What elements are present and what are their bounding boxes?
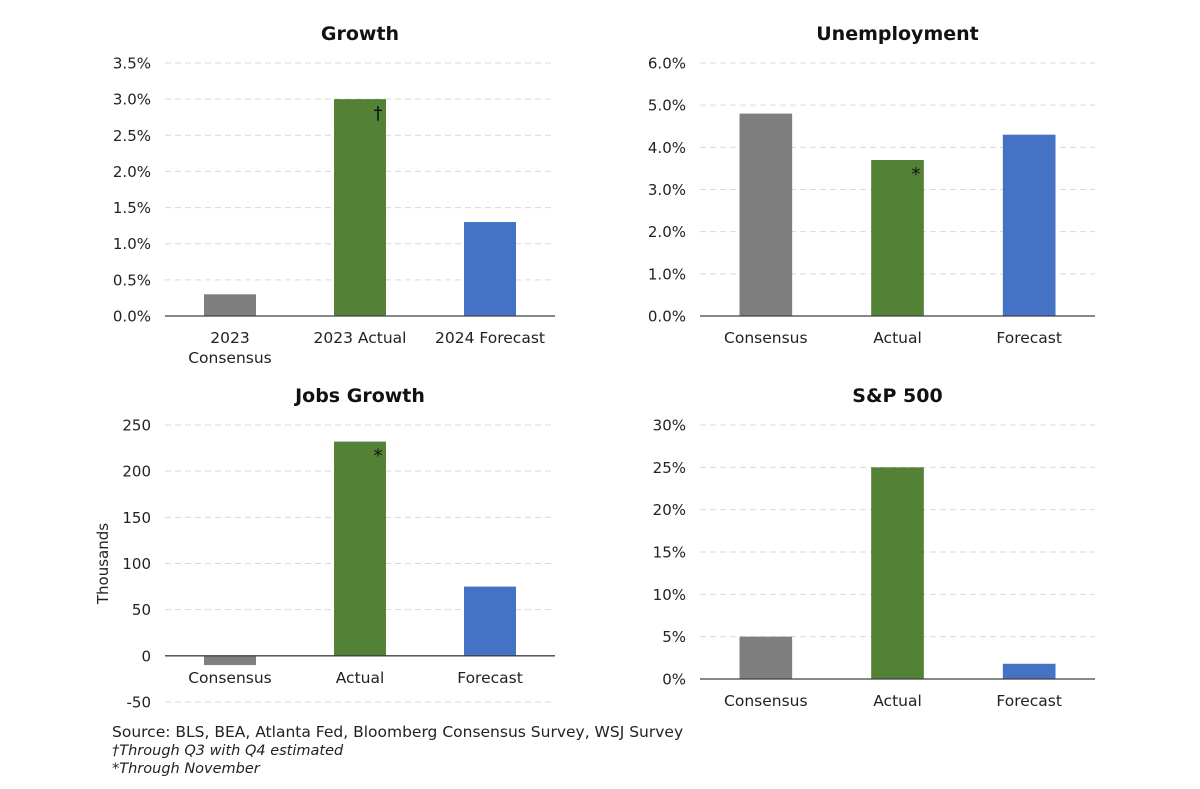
x-tick-label: Forecast — [996, 692, 1062, 710]
y-axis-label: Thousands — [94, 523, 112, 605]
x-tick-label: Actual — [873, 692, 922, 710]
y-tick-label: 250 — [122, 417, 151, 435]
bar-annotation: † — [374, 103, 383, 124]
y-tick-label: 20% — [653, 501, 686, 519]
x-tick-line: Consensus — [724, 692, 808, 710]
bar-3 — [1002, 663, 1056, 679]
y-tick-label: 5% — [662, 628, 686, 646]
chart-title: Growth — [321, 23, 399, 45]
bar-3 — [1002, 134, 1056, 316]
x-tick-line: 2024 Forecast — [435, 329, 545, 347]
chart-title: Jobs Growth — [293, 385, 425, 407]
chart-title: S&P 500 — [852, 385, 942, 407]
y-tick-label: 4.0% — [648, 139, 686, 157]
x-tick-line: Forecast — [457, 669, 523, 687]
x-tick-label: Forecast — [996, 329, 1062, 347]
bar-1 — [739, 113, 793, 316]
dagger-note: †Through Q3 with Q4 estimated — [112, 742, 344, 759]
y-tick-label: 2.5% — [113, 127, 151, 145]
asterisk-note: *Through November — [112, 761, 260, 777]
chart-3: Jobs Growth -50 0 50 100 150 200 250 Thousands Co… — [94, 385, 555, 712]
x-tick-label: Consensus — [724, 329, 808, 347]
y-tick-label: 1.5% — [113, 199, 151, 217]
y-tick-label: 200 — [122, 463, 151, 481]
chart-title: Unemployment — [816, 23, 978, 45]
y-tick-label: 150 — [122, 509, 151, 527]
y-tick-label: 0.0% — [648, 308, 686, 326]
y-tick-label: 5.0% — [648, 97, 686, 115]
y-tick-label: 15% — [653, 544, 686, 562]
bar-3 — [464, 586, 516, 656]
y-tick-label: 3.0% — [113, 91, 151, 109]
bar-2 — [334, 441, 386, 656]
y-tick-label: 1.0% — [113, 235, 151, 253]
x-tick-line: Consensus — [188, 349, 272, 367]
y-tick-label: 10% — [653, 586, 686, 604]
y-tick-label: 2.0% — [648, 223, 686, 241]
y-tick-label: 3.5% — [113, 55, 151, 73]
chart-1: Growth 0.0% 0.5% 1.0% 1.5% 2.0% 2.5% 3.0% 3.5% 20… — [113, 23, 555, 367]
y-tick-label: 0 — [141, 647, 151, 665]
x-tick-line: 2023 — [210, 329, 249, 347]
bar-2 — [871, 467, 924, 679]
y-tick-label: 0.0% — [113, 308, 151, 326]
x-tick-line: Consensus — [724, 329, 808, 347]
y-tick-label: 3.0% — [648, 181, 686, 199]
x-tick-label: 2023 Actual — [314, 329, 407, 347]
y-tick-label: 50 — [132, 601, 151, 619]
bar-1 — [204, 655, 256, 666]
x-tick-label: 2023 Consensus — [188, 329, 272, 367]
y-tick-label: 30% — [653, 417, 686, 435]
x-tick-label: Actual — [336, 669, 385, 687]
x-tick-line: Forecast — [996, 329, 1062, 347]
x-tick-line: Consensus — [188, 669, 272, 687]
bar-3 — [464, 222, 516, 316]
chart-2: Unemployment 0.0% 1.0% 2.0% 3.0% 4.0% 5.0% 6.0%… — [648, 23, 1095, 347]
y-tick-label: 2.0% — [113, 163, 151, 181]
x-tick-label: Actual — [873, 329, 922, 347]
x-tick-label: Forecast — [457, 669, 523, 687]
y-tick-label: 1.0% — [648, 265, 686, 283]
x-tick-line: Actual — [873, 692, 922, 710]
bar-1 — [204, 294, 256, 316]
bar-2 — [871, 159, 924, 316]
y-tick-label: 0% — [662, 671, 686, 689]
y-tick-label: 25% — [653, 459, 686, 477]
chart-4: S&P 500 0% 5% 10% 15% 20% 25% 30% Consensus Actua… — [653, 385, 1095, 710]
x-tick-line: 2023 Actual — [314, 329, 407, 347]
y-tick-label: 0.5% — [113, 271, 151, 289]
y-tick-label: 6.0% — [648, 55, 686, 73]
y-tick-label: -50 — [127, 694, 152, 712]
x-tick-label: Consensus — [188, 669, 272, 687]
bar-annotation: * — [911, 164, 920, 185]
footnotes: Source: BLS, BEA, Atlanta Fed, Bloomberg… — [112, 723, 683, 779]
x-tick-label: Consensus — [724, 692, 808, 710]
y-tick-label: 100 — [122, 555, 151, 573]
x-tick-line: Actual — [336, 669, 385, 687]
x-tick-label: 2024 Forecast — [435, 329, 545, 347]
bar-annotation: * — [374, 446, 383, 467]
x-tick-line: Forecast — [996, 692, 1062, 710]
source-note: Source: BLS, BEA, Atlanta Fed, Bloomberg… — [112, 723, 684, 741]
bar-2 — [334, 99, 386, 317]
x-tick-line: Actual — [873, 329, 922, 347]
bar-1 — [739, 636, 793, 679]
